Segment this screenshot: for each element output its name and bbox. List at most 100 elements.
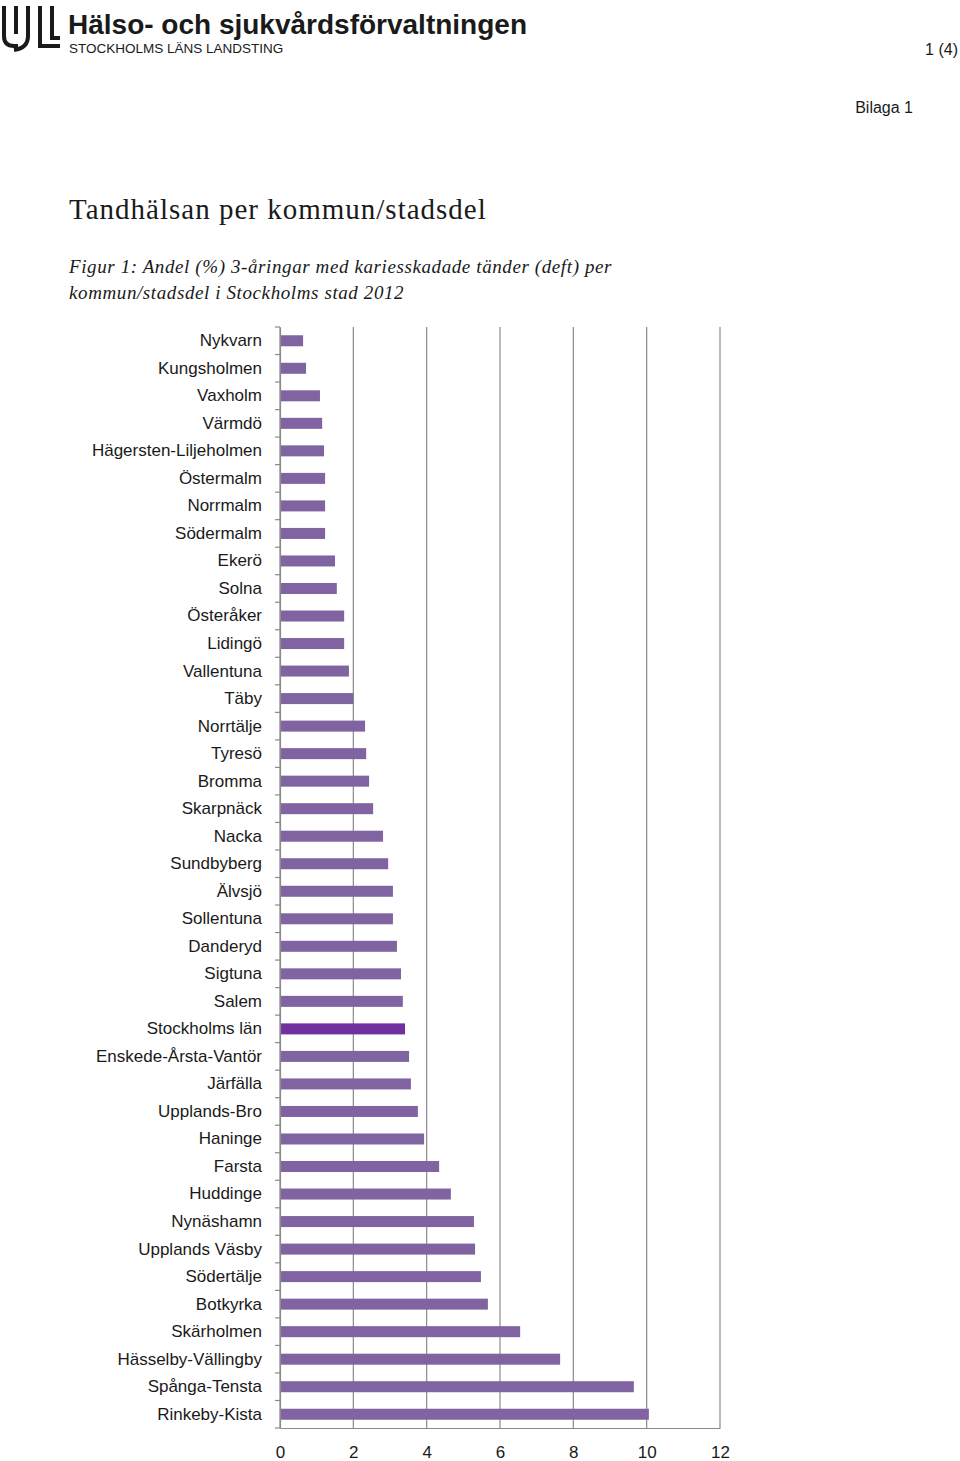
y-divider xyxy=(275,1042,280,1043)
y-divider xyxy=(275,1345,280,1346)
bar xyxy=(280,693,353,704)
y-divider xyxy=(275,1235,280,1236)
y-divider xyxy=(275,1070,280,1071)
y-divider xyxy=(275,959,280,960)
bar xyxy=(280,941,397,952)
bar xyxy=(280,1078,411,1089)
y-tick-label: Järfälla xyxy=(207,1074,262,1093)
bar xyxy=(280,335,303,346)
caption: Figur 1: Andel (%) 3-åringar med kariess… xyxy=(68,256,612,278)
y-tick-label: Värmdö xyxy=(202,414,262,433)
bar xyxy=(280,390,320,401)
bar xyxy=(280,721,365,732)
y-divider xyxy=(275,574,280,575)
y-tick: Botkyrka xyxy=(196,1295,280,1314)
x-tick-label: 2 xyxy=(349,1443,358,1461)
y-tick-label: Sigtuna xyxy=(204,964,262,983)
y-divider xyxy=(275,1015,280,1016)
y-tick: Täby xyxy=(224,689,280,708)
y-divider xyxy=(275,877,280,878)
y-divider xyxy=(275,1152,280,1153)
bar xyxy=(280,1051,409,1062)
y-divider xyxy=(275,987,280,988)
bar xyxy=(280,1381,634,1392)
y-divider xyxy=(275,602,280,603)
y-tick-label: Upplands-Bro xyxy=(158,1102,262,1121)
bar xyxy=(280,1023,405,1034)
y-divider xyxy=(275,1125,280,1126)
grid-line xyxy=(646,327,647,1428)
y-tick-label: Huddinge xyxy=(189,1184,262,1203)
y-tick: Stockholms län xyxy=(147,1019,280,1038)
logo-stroke xyxy=(40,6,60,46)
y-tick: Hässelby-Vällingby xyxy=(117,1350,280,1369)
y-tick-label: Farsta xyxy=(214,1157,263,1176)
y-tick-label: Österåker xyxy=(187,606,262,625)
bar xyxy=(280,1244,475,1255)
y-tick: Enskede-Årsta-Vantör xyxy=(96,1047,280,1066)
y-tick: Danderyd xyxy=(188,937,280,956)
y-tick-label: Botkyrka xyxy=(196,1295,263,1314)
y-divider xyxy=(275,629,280,630)
y-tick: Bromma xyxy=(198,772,280,791)
y-tick-label: Salem xyxy=(214,992,262,1011)
y-tick: Tyresö xyxy=(211,744,280,763)
y-tick-label: Nacka xyxy=(214,827,263,846)
y-divider xyxy=(275,1290,280,1291)
bar xyxy=(280,555,335,566)
grid-line xyxy=(719,327,720,1428)
y-divider xyxy=(275,904,280,905)
bar xyxy=(280,1409,649,1420)
y-tick: Kungsholmen xyxy=(158,359,280,378)
y-tick-label: Norrmalm xyxy=(187,496,262,515)
y-divider xyxy=(275,519,280,520)
bar xyxy=(280,1271,481,1282)
x-tick-label: 6 xyxy=(496,1443,505,1461)
y-tick-label: Hässelby-Vällingby xyxy=(117,1350,262,1369)
appendix: Bilaga 1 xyxy=(855,99,913,116)
y-tick-label: Tyresö xyxy=(211,744,262,763)
bar xyxy=(280,831,383,842)
y-tick: Österåker xyxy=(187,606,280,625)
x-tick-label: 4 xyxy=(422,1443,431,1461)
y-tick-label: Upplands Väsby xyxy=(138,1240,262,1259)
y-tick: Östermalm xyxy=(179,469,280,488)
page: Hälso- och sjukvårdsförvaltningenSTOCKHO… xyxy=(0,0,960,1461)
y-tick: Vallentuna xyxy=(183,662,280,681)
logo xyxy=(4,6,60,50)
y-tick-label: Solna xyxy=(219,579,263,598)
y-tick-label: Älvsjö xyxy=(217,882,262,901)
bars xyxy=(280,335,649,1419)
bar xyxy=(280,996,403,1007)
y-tick: Nynäshamn xyxy=(171,1212,280,1231)
bar xyxy=(280,803,373,814)
x-tick: 8 xyxy=(569,1428,578,1461)
y-divider xyxy=(275,1400,280,1401)
y-tick-label: Ekerö xyxy=(218,551,262,570)
grid-line xyxy=(353,327,354,1428)
x-tick-label: 10 xyxy=(638,1443,657,1461)
y-tick: Solna xyxy=(219,579,280,598)
y-tick-label: Sollentuna xyxy=(182,909,263,928)
y-divider xyxy=(275,1097,280,1098)
y-tick: Spånga-Tensta xyxy=(148,1377,280,1396)
x-tick: 10 xyxy=(638,1428,657,1461)
logo-stroke xyxy=(52,6,60,38)
y-divider xyxy=(275,739,280,740)
y-tick: Nacka xyxy=(214,827,280,846)
bar xyxy=(280,1216,474,1227)
y-divider xyxy=(275,684,280,685)
page-number: 1 (4) xyxy=(925,41,958,58)
y-divider xyxy=(275,381,280,382)
grid-line xyxy=(499,327,500,1428)
x-tick-label: 12 xyxy=(711,1443,730,1461)
y-tick-label: Bromma xyxy=(198,772,263,791)
bar xyxy=(280,363,306,374)
y-tick-label: Skärholmen xyxy=(171,1322,262,1341)
y-tick-label: Nykvarn xyxy=(200,331,262,350)
y-axis-line xyxy=(280,328,281,1429)
y-tick: Södertälje xyxy=(185,1267,280,1286)
y-dividers xyxy=(275,327,280,1428)
y-tick-label: Nynäshamn xyxy=(171,1212,262,1231)
bar xyxy=(280,1161,439,1172)
